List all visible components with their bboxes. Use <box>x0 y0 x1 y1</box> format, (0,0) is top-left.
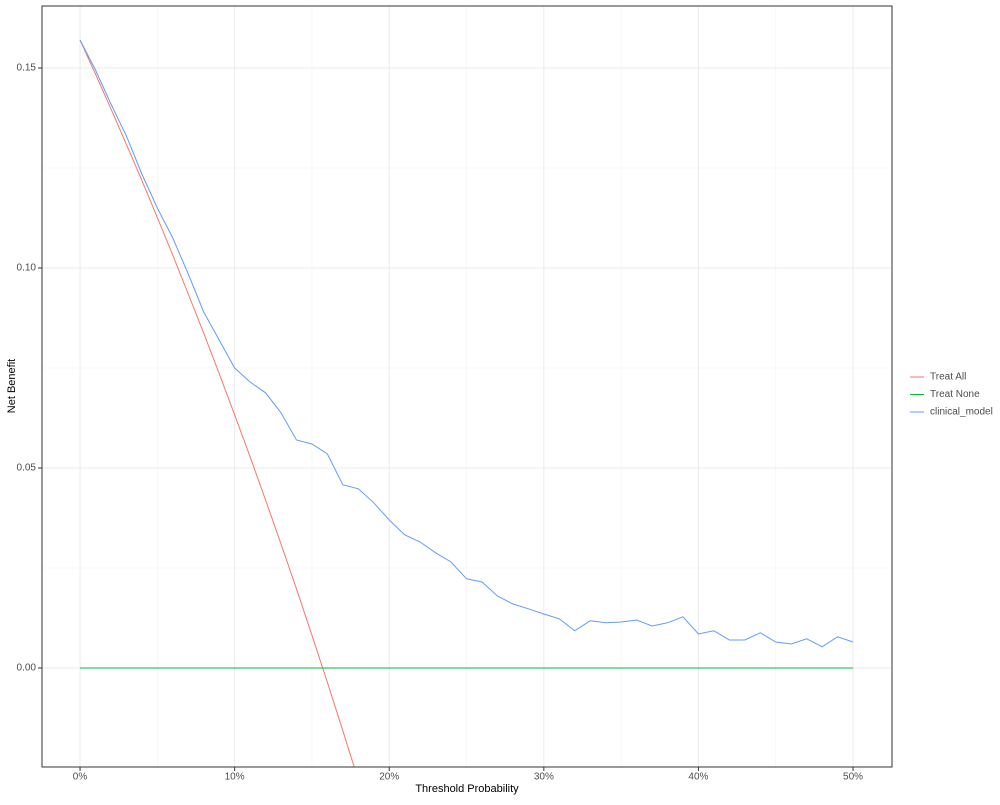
panel-border <box>41 5 893 768</box>
x-tick-label: 20% <box>379 772 399 783</box>
grid <box>42 6 892 767</box>
y-tick-label: 0.00 <box>17 663 37 674</box>
x-tick-label: 50% <box>843 772 863 783</box>
x-tick-label: 10% <box>225 772 245 783</box>
line <box>79 39 854 648</box>
x-axis-title: Threshold Probability <box>415 783 519 795</box>
y-tick-label: 0.05 <box>17 463 37 474</box>
y-tick-label: 0.15 <box>17 63 37 74</box>
x-tick-label: 0% <box>73 772 88 783</box>
plot-lines <box>79 39 854 767</box>
legend-label: Treat None <box>930 389 980 400</box>
x-tick-label: 30% <box>534 772 554 783</box>
legend-label: Treat All <box>930 372 966 383</box>
x-tick-label: 40% <box>688 772 708 783</box>
legend-label: clinical_model <box>930 407 993 418</box>
line <box>79 39 355 767</box>
y-tick-label: 0.10 <box>17 263 37 274</box>
y-axis-title: Net Benefit <box>6 359 18 413</box>
